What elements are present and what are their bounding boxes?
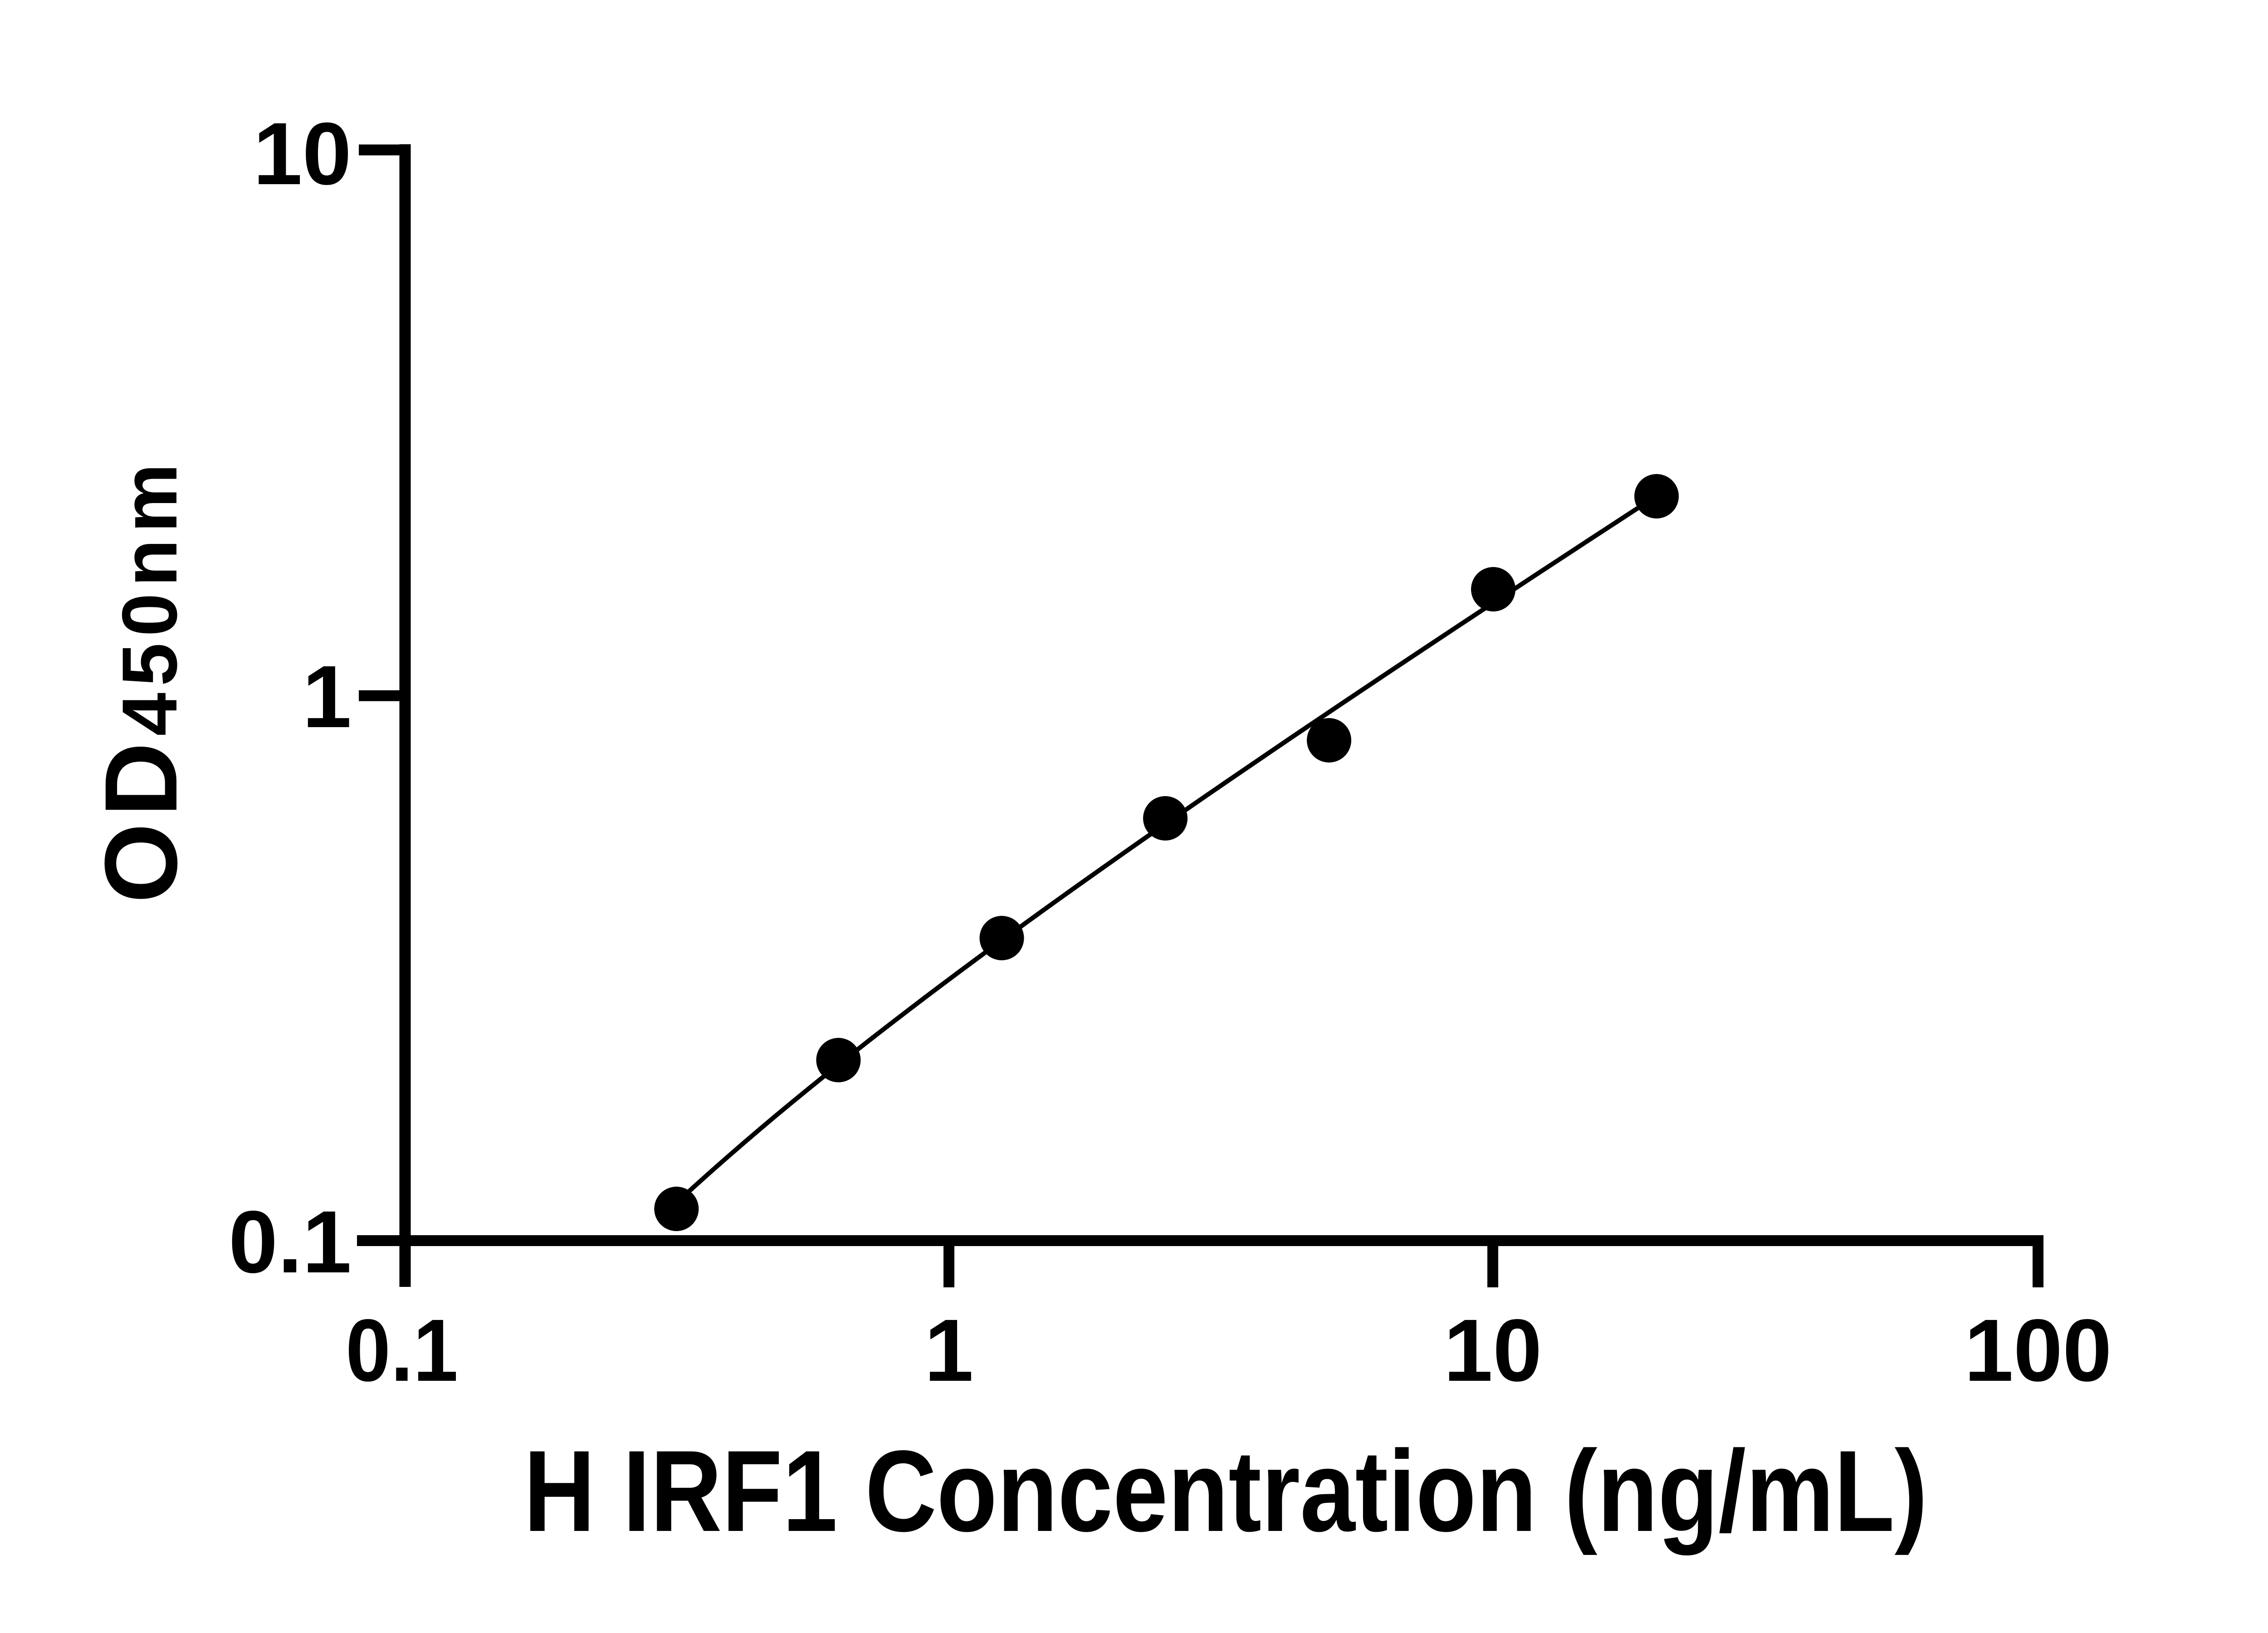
- svg-text:1: 1: [303, 647, 352, 746]
- svg-text:1: 1: [924, 1301, 973, 1400]
- svg-text:H IRF1 Concentration (ng/mL): H IRF1 Concentration (ng/mL): [524, 1427, 1928, 1556]
- svg-text:0.1: 0.1: [229, 1193, 352, 1291]
- svg-text:OD450nm: OD450nm: [84, 457, 199, 903]
- svg-text:100: 100: [1964, 1301, 2112, 1400]
- svg-text:10: 10: [253, 104, 352, 203]
- svg-text:0.1: 0.1: [346, 1301, 458, 1400]
- svg-text:10: 10: [1444, 1301, 1542, 1400]
